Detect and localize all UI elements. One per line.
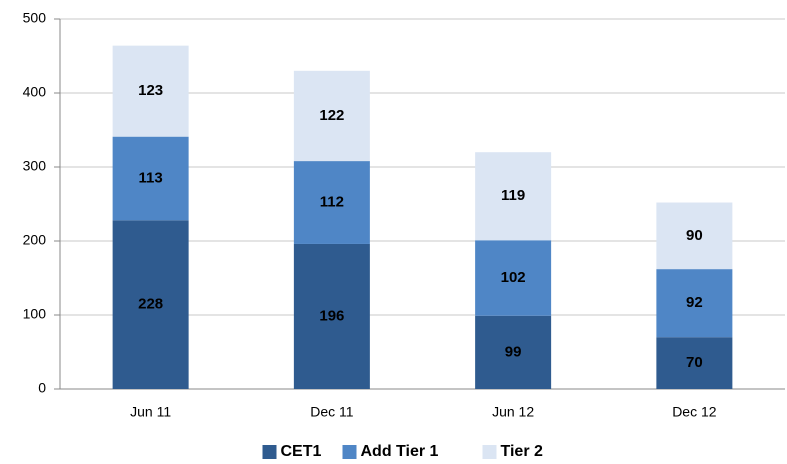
bar-segment — [293, 161, 370, 244]
x-tick-label: Jun 12 — [492, 404, 534, 420]
data-label: 92 — [686, 294, 703, 311]
data-label: 113 — [139, 169, 163, 186]
legend-label: Tier 2 — [501, 443, 544, 460]
bar-segment — [112, 220, 189, 389]
data-label: 99 — [505, 343, 522, 360]
y-tick-label: 100 — [23, 306, 47, 322]
legend-swatch — [342, 445, 357, 459]
bar-segment — [475, 152, 552, 241]
bar-segment — [656, 269, 733, 338]
legend-swatch — [482, 445, 497, 459]
legend-swatch — [262, 445, 277, 459]
y-tick-label: 300 — [23, 158, 47, 174]
data-label: 102 — [501, 269, 526, 286]
y-tick-label: 0 — [38, 380, 46, 396]
data-label: 122 — [319, 107, 344, 124]
x-tick-label: Dec 12 — [672, 404, 717, 420]
legend-label: CET1 — [281, 443, 322, 460]
bar-segment — [293, 243, 370, 389]
data-label: 123 — [138, 82, 163, 99]
x-tick-label: Dec 11 — [310, 404, 354, 420]
legend-label: Add Tier 1 — [361, 443, 439, 460]
data-label: 90 — [686, 227, 703, 244]
bar-segment — [112, 136, 189, 221]
y-tick-label: 200 — [23, 232, 47, 248]
data-label: 112 — [320, 193, 344, 210]
y-tick-label: 400 — [23, 84, 47, 100]
bar-segment — [656, 202, 733, 270]
bar-segment — [475, 240, 552, 316]
bar-segment — [112, 45, 189, 137]
y-tick-label: 500 — [23, 10, 47, 26]
data-label: 196 — [319, 307, 344, 324]
bar-segment — [475, 315, 552, 389]
bar-segment — [656, 337, 733, 389]
bar-segment — [293, 70, 370, 162]
data-label: 70 — [686, 354, 703, 371]
x-tick-label: Jun 11 — [130, 404, 171, 420]
data-label: 228 — [138, 296, 163, 313]
data-label: 119 — [501, 187, 525, 204]
